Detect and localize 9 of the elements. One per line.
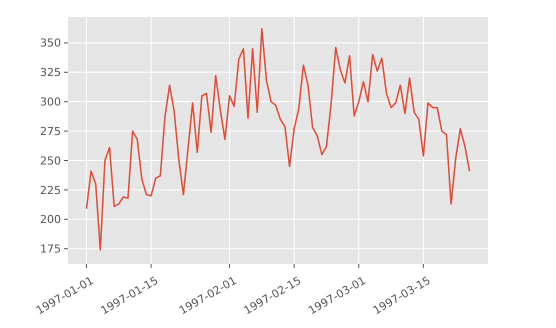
y-tick-label: 250: [40, 154, 61, 168]
line-series: [86, 28, 470, 251]
y-tick-label: 275: [40, 124, 61, 138]
y-tick-label: 300: [40, 96, 61, 109]
y-tick-label: 225: [40, 184, 61, 197]
y-tick-label: 325: [40, 66, 61, 80]
y-tick-label: 175: [40, 242, 61, 256]
y-tick-label: 200: [40, 213, 61, 226]
y-tick-label: 350: [40, 36, 61, 50]
